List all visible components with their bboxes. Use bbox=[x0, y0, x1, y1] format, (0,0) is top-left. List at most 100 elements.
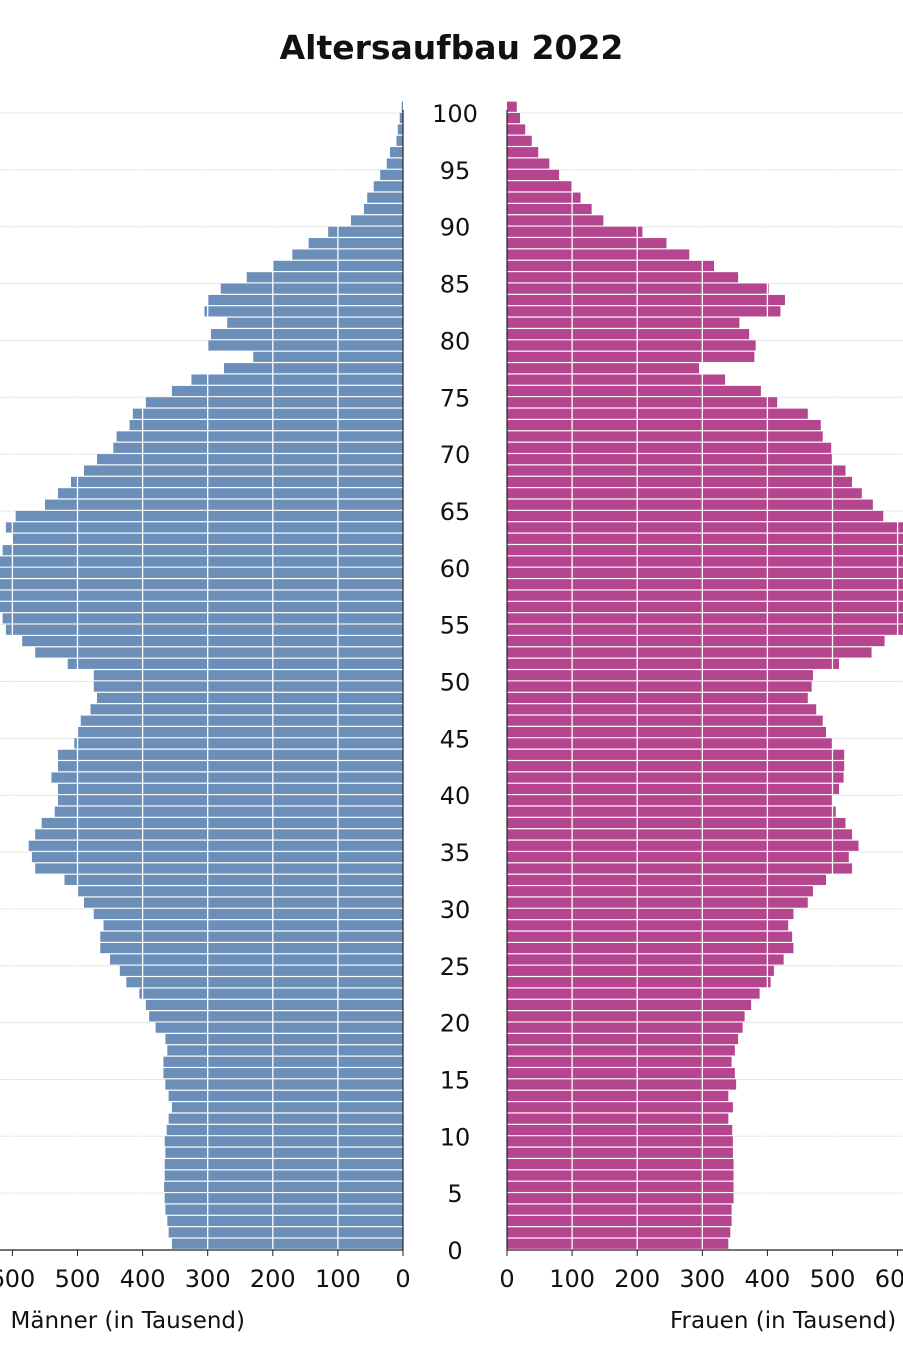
female-bar bbox=[507, 238, 667, 249]
male-bar bbox=[308, 238, 403, 249]
female-bar bbox=[507, 886, 813, 897]
female-bar bbox=[507, 1079, 737, 1090]
male-bar bbox=[80, 715, 403, 726]
female-bar bbox=[507, 829, 853, 840]
male-bar bbox=[2, 613, 403, 624]
female-bar bbox=[507, 203, 592, 215]
age-tick-label: 75 bbox=[440, 384, 471, 412]
male-bar bbox=[166, 1124, 403, 1136]
male-bar bbox=[171, 1102, 403, 1113]
male-bar bbox=[93, 908, 404, 920]
female-bar bbox=[507, 249, 690, 260]
male-bar bbox=[164, 1159, 403, 1170]
male-bar bbox=[110, 954, 404, 965]
male-bar bbox=[126, 977, 403, 988]
male-bar bbox=[0, 579, 403, 590]
female-bar bbox=[507, 806, 836, 817]
age-tick-label: 25 bbox=[440, 953, 471, 981]
female-bar bbox=[507, 1022, 743, 1033]
male-bar bbox=[210, 329, 403, 340]
female-bar bbox=[507, 488, 862, 499]
male-bar bbox=[204, 306, 403, 317]
female-bar bbox=[507, 852, 849, 863]
female-bar bbox=[507, 408, 808, 419]
age-tick-label: 30 bbox=[440, 896, 471, 924]
male-bar bbox=[100, 931, 403, 942]
male-bar bbox=[165, 1079, 403, 1090]
male-bar bbox=[227, 317, 403, 328]
male-bar bbox=[220, 283, 403, 294]
male-bar bbox=[57, 783, 403, 794]
female-bar bbox=[507, 226, 643, 237]
female-bar bbox=[507, 647, 872, 658]
male-x-tick-label: 600 bbox=[0, 1265, 35, 1293]
male-bar bbox=[90, 704, 404, 715]
female-bar bbox=[507, 601, 903, 613]
female-bar bbox=[507, 749, 845, 760]
female-bar bbox=[507, 908, 794, 920]
female-bar bbox=[507, 817, 846, 829]
female-bar bbox=[507, 715, 823, 726]
male-bar bbox=[77, 726, 403, 738]
male-bar bbox=[171, 1238, 403, 1249]
male-bar bbox=[5, 522, 403, 533]
female-bar bbox=[507, 351, 755, 362]
male-bar bbox=[0, 601, 403, 613]
female-bar bbox=[507, 556, 903, 567]
male-bar bbox=[2, 545, 403, 556]
male-bar bbox=[97, 454, 403, 465]
female-bar bbox=[507, 1011, 745, 1022]
female-bar bbox=[507, 454, 833, 465]
female-bar bbox=[507, 283, 769, 294]
female-bar bbox=[507, 692, 808, 704]
male-bar bbox=[292, 249, 403, 260]
male-bar bbox=[0, 556, 403, 567]
male-bar bbox=[116, 431, 403, 442]
female-bar bbox=[507, 340, 756, 351]
chart-title: Altersaufbau 2022 bbox=[279, 28, 624, 67]
female-bar bbox=[507, 1181, 734, 1192]
male-bar bbox=[399, 113, 403, 124]
female-bar bbox=[507, 977, 771, 988]
female-bar bbox=[507, 272, 739, 283]
age-tick-label: 80 bbox=[440, 327, 471, 355]
male-x-tick-label: 200 bbox=[250, 1265, 296, 1293]
female-bar bbox=[507, 738, 833, 749]
male-bar bbox=[64, 874, 403, 885]
male-bar bbox=[132, 408, 403, 419]
age-tick-label: 20 bbox=[440, 1010, 471, 1038]
female-bar bbox=[507, 1215, 732, 1227]
male-bar bbox=[0, 567, 403, 578]
male-bar bbox=[93, 681, 404, 692]
male-bar bbox=[51, 772, 404, 783]
male-bar bbox=[164, 1181, 403, 1192]
male-bar bbox=[15, 510, 404, 522]
male-bar bbox=[389, 147, 403, 158]
male-bar bbox=[149, 1011, 403, 1022]
male-bar bbox=[35, 647, 404, 658]
female-bar bbox=[507, 374, 726, 385]
female-x-tick-label: 500 bbox=[810, 1265, 856, 1293]
female-bar bbox=[507, 522, 903, 533]
male-bar bbox=[129, 419, 403, 431]
male-bar bbox=[31, 852, 404, 863]
female-bar bbox=[507, 1147, 733, 1158]
male-bar bbox=[373, 181, 403, 192]
male-bar bbox=[97, 692, 403, 704]
male-bar bbox=[168, 1090, 403, 1101]
female-bar bbox=[507, 181, 573, 192]
female-x-tick-label: 300 bbox=[679, 1265, 725, 1293]
age-tick-label: 45 bbox=[440, 725, 471, 753]
female-bar bbox=[507, 772, 844, 783]
female-bar bbox=[507, 510, 884, 522]
female-bar bbox=[507, 1124, 733, 1136]
male-bar bbox=[328, 226, 403, 237]
female-bar bbox=[507, 613, 903, 624]
male-bar bbox=[22, 636, 403, 647]
male-x-tick-label: 500 bbox=[55, 1265, 101, 1293]
male-bar bbox=[164, 1170, 403, 1181]
male-bar bbox=[163, 1068, 403, 1079]
female-bar bbox=[507, 1204, 732, 1215]
female-x-tick-label: 200 bbox=[614, 1265, 660, 1293]
female-bar bbox=[507, 545, 903, 556]
